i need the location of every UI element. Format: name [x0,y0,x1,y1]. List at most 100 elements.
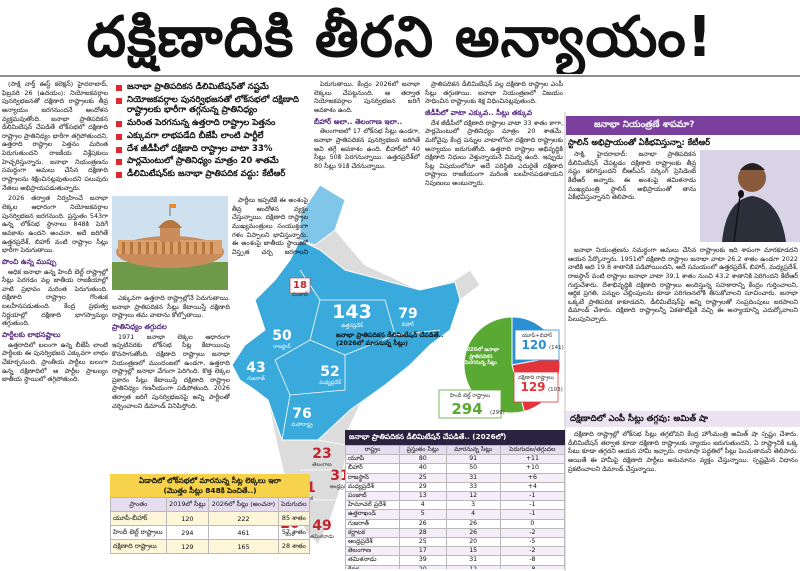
state-name: రాజస్థాన్ [273,343,291,351]
paragraph: తెలంగాణలో 17 లోక్‌సభ సీట్లు ఉండగా, జనాభా… [314,127,420,170]
table-cell: -2 [499,527,565,539]
header-cell: పెరుగుదల [277,497,310,513]
header-cell: ప్రస్తుతం సీట్లు [398,444,447,456]
pie-label-box [438,389,502,419]
headline: దక్షిణాదికి తీరని అన్యాయం! [86,5,714,70]
table-row: యూపీ-బీహార్ 120 222 85 శాతం [110,511,310,527]
table-cell: ఆంధ్రప్రదేశ్ [345,537,400,548]
subheading: ప్రాతినిధ్యం తగ్గుదల [112,321,167,331]
table-cell: -8 [499,564,565,569]
side-subheading: దక్షిణాదిలో ఎంపీ సీట్లు తగ్గవు: అమిత్ షా [566,411,800,427]
north-region [231,239,461,441]
state-seats: 31 [330,468,349,484]
table-row: తమిళనాడు 39 31 -8 [345,555,565,566]
table-cell: 91 [445,454,501,465]
text-column: సాక్షి, హైదరాబాద్: జనాభా ప్రాతిపదికన డీల… [568,150,696,244]
pie-label: హిందీ బెల్ట్ రాష్ట్రాలు [450,392,490,400]
table-cell: తెలంగాణ [345,546,400,557]
table-cell: ఉత్తరాఖండ్ [345,509,400,520]
paragraph: అధిక జనాభా ఉన్న హిందీ బెల్ట్ రాష్ట్రాల్ల… [2,267,108,328]
table-cell: 85 శాతం [277,511,310,527]
bullet-square [116,97,122,104]
text-column: దక్షిణాది రాష్ట్రాల్లో లోక్‌సభ సీట్లు తగ… [568,430,798,570]
table-cell: 29 [398,481,447,493]
state-name: పంజాబ్ [292,291,309,298]
subheading: బీహార్ అలా.. తెలంగాణ ఇలా.. [314,116,403,126]
table-cell: 28 శాతం [277,539,310,555]
table-cell: 12 [445,564,501,569]
header-cell: పెరుగుదల/తగ్గుదల [499,444,565,456]
bullet-text: డీలిమిటేషన్‌కు జనాభా ప్రాతిపదిక వద్దు: క… [127,169,286,180]
header-cell: 2026లో సీట్లు (అంచనా) [208,497,279,513]
state-seats: 50 [272,328,292,344]
table-cell: 20 [445,537,501,548]
table-cell: తమిళనాడు [345,555,400,566]
table-cell: 4 [398,500,447,511]
subheading: పార్టీలకు లాభనష్టాలు [2,330,61,340]
text-column: జనాభా నియంత్రణను సమర్థంగా అమలు చేసిన రాష… [568,246,798,408]
table-cell: -2 [499,546,565,557]
table-cell: 120 [165,511,210,527]
table-title: జనాభా ప్రాతిపదికన డీలిమిటేషన్ చేపడితే.. … [345,430,565,445]
pie-label-box [513,371,559,403]
bullet-square [116,172,122,179]
pie-value: 129 [520,380,545,394]
header-cell: రాష్ట్రం [345,444,400,456]
table-title-line: (మొత్తం సీట్లు 848కి పెంచితే..) [163,485,257,495]
text-column: ప్రాతిపదికన డీలిమిటేషన్ వల్ల దక్షిణాది ర… [425,80,563,270]
map-caption-title: జనాభా ప్రాతిపదికన డీలిమిటేషన్ చేపడితే.. [336,331,444,339]
pie-slice [463,316,525,414]
paragraph: దక్షిణాది రాష్ట్రాల్లో లోక్‌సభ సీట్లు తగ… [568,430,798,473]
paragraph: 2026 తర్వాత నిర్వహించే జనాభా లెక్కల ఆధార… [2,194,108,255]
header-row: రాష్ట్రం ప్రస్తుతం సీట్లు మారనున్న సీట్లు ప… [345,444,565,456]
table-cell: మధ్యప్రదేశ్ [345,481,400,493]
paragraph: పెరుగుతాయి. కేంద్రం 2026లో జనాభా లెక్కలు… [314,80,420,114]
table-cell: కర్ణాటక [345,527,400,539]
paragraph: ప్రాతిపదికన డీలిమిటేషన్ వల్ల దక్షిణాది ర… [425,80,563,106]
state-name: తమిళనాడు [310,534,334,540]
text-column: (సాక్షి నార్త్ ఈస్ట్ కలెక్షన్) హైదరాబాద్… [2,80,108,570]
pie-value: 294 [451,400,482,418]
table-cell: 25 [398,537,447,548]
table-row: బీహార్ 40 50 +10 [345,463,565,474]
table-cell: హిమాచల్ ప్రదేశ్ [345,500,400,511]
table-cell: 13 [398,491,447,502]
india-map: 18పంజాబ్143ఉత్తరప్రదేశ్79బిహార్50రాజస్థా… [231,184,481,546]
table-row: తెలంగాణ 17 15 -2 [345,546,565,557]
table-cell: 3 [445,500,501,511]
table-cell: యూపీ [345,454,400,465]
table-row: దక్షిణాది రాష్ట్రాలు 129 165 28 శాతం [110,539,310,555]
bullet-square [116,159,122,166]
ktr-photo [700,150,800,243]
pie-label-box [514,329,560,361]
table-cell: -1 [499,491,565,502]
header-row: ప్రాంతం 2019లో సీట్లు 2026లో సీట్లు (అంచనా… [110,497,310,513]
table-row: ఆంధ్రప్రదేశ్ 25 20 -5 [345,537,565,548]
table-cell: దక్షిణాది రాష్ట్రాలు [110,539,167,555]
paragraph: పార్టీలు ఇప్పటికే ఈ అంశంపై తీవ్ర ఆందోళన … [232,196,308,256]
pie-label: దక్షిణాది రాష్ట్రాలు [518,374,554,382]
table-row: మధ్యప్రదేశ్ 29 33 +4 [345,481,565,493]
seat-box [289,277,311,294]
bullet-square [116,121,122,128]
pie-value: 120 [521,338,546,352]
bullet-list: జనాభా ప్రాతిపదికన డీలిమిటేషన్‌తో నష్టమే న… [116,82,312,192]
table-cell: -5 [499,537,565,548]
state-seats: 49 [312,518,331,534]
table-cell: 33 [445,481,501,493]
bullet-text: నియోజకవర్గాల పునర్విభజనతో లోక్‌సభలో దక్ష… [127,94,299,116]
side-subheading: స్టాలిన్ అభిప్రాయంతో ఏకీభవిస్తున్నా: కేట… [568,137,710,147]
subheading: జీడీపీలో వాటా ఎక్కువ.. సీట్లు తక్కువ [425,107,533,117]
table-cell: కేరళ [345,564,400,569]
text-column: ఎక్కువగా ఉత్తరాది రాష్ట్రాల్లోనే పెరుగుత… [112,294,230,472]
pie-previous: (103) [548,387,563,393]
table-cell: -1 [499,500,565,511]
table-row: యూపీ 80 91 +11 [345,454,565,465]
table-cell: -1 [499,509,565,520]
table-cell: 57 శాతం [277,525,310,541]
state-name: మహారాష్ట్ర [291,422,312,429]
bullet-text: ఎక్కువగా లాభపడేది బీజేపీ లాంటి పార్టీలే [127,130,264,141]
state-seats: 143 [332,301,372,323]
